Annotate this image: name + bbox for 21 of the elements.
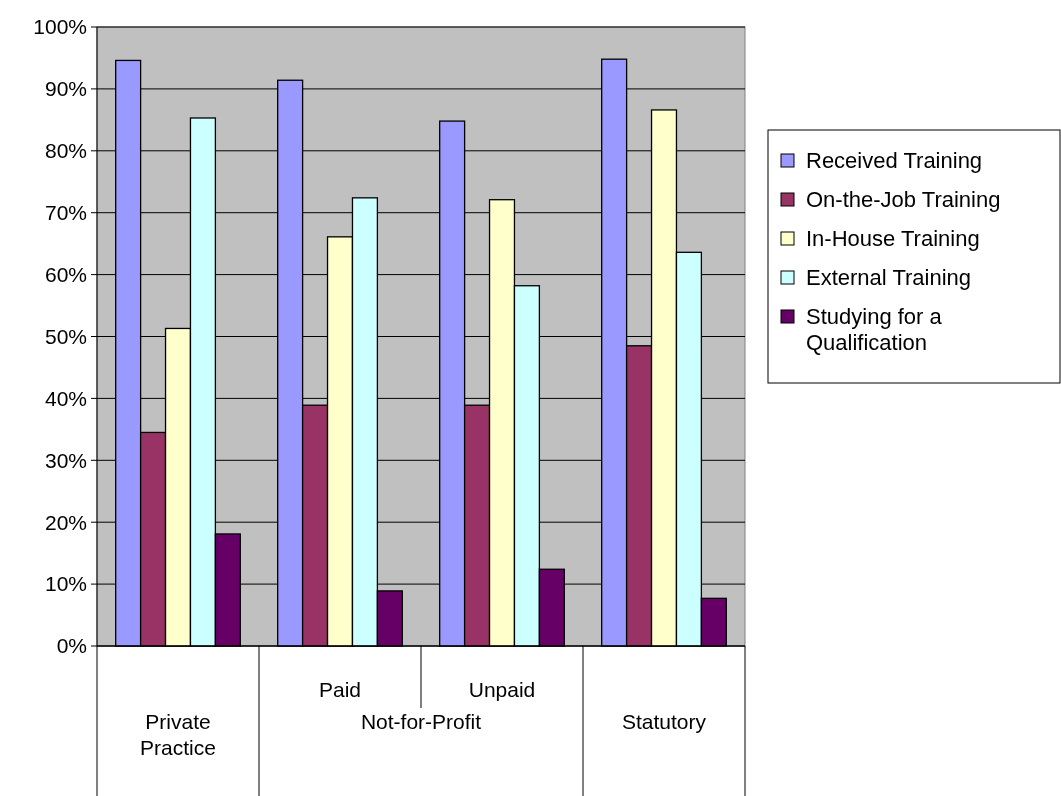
y-tick-label: 60% xyxy=(44,262,87,286)
x-tick-label: Paid xyxy=(318,678,362,702)
x-tick-label: Unpaid xyxy=(468,678,536,702)
legend-label: In-House Training xyxy=(806,225,980,251)
x-tick-label: Private Practice xyxy=(140,710,216,759)
y-tick-label: 80% xyxy=(44,139,87,163)
y-tick-label: 40% xyxy=(44,386,87,410)
legend-label: External Training xyxy=(806,264,972,290)
y-tick-label: 20% xyxy=(44,510,87,534)
y-tick-label: 0% xyxy=(56,634,87,658)
text: Not-for-Profit xyxy=(360,710,482,734)
legend-label: Received Training xyxy=(806,147,983,173)
y-tick-label: 30% xyxy=(44,448,87,472)
legend-label: Studying for a Qualification xyxy=(806,303,943,356)
legend-label: On-the-Job Training xyxy=(806,186,1001,212)
y-tick-label: 70% xyxy=(44,201,87,225)
y-tick-label: 10% xyxy=(44,572,87,596)
x-tick-label: Statutory xyxy=(621,710,707,734)
y-tick-label: 50% xyxy=(44,324,87,348)
y-tick-label: 100% xyxy=(33,15,87,39)
y-tick-label: 90% xyxy=(44,77,87,101)
